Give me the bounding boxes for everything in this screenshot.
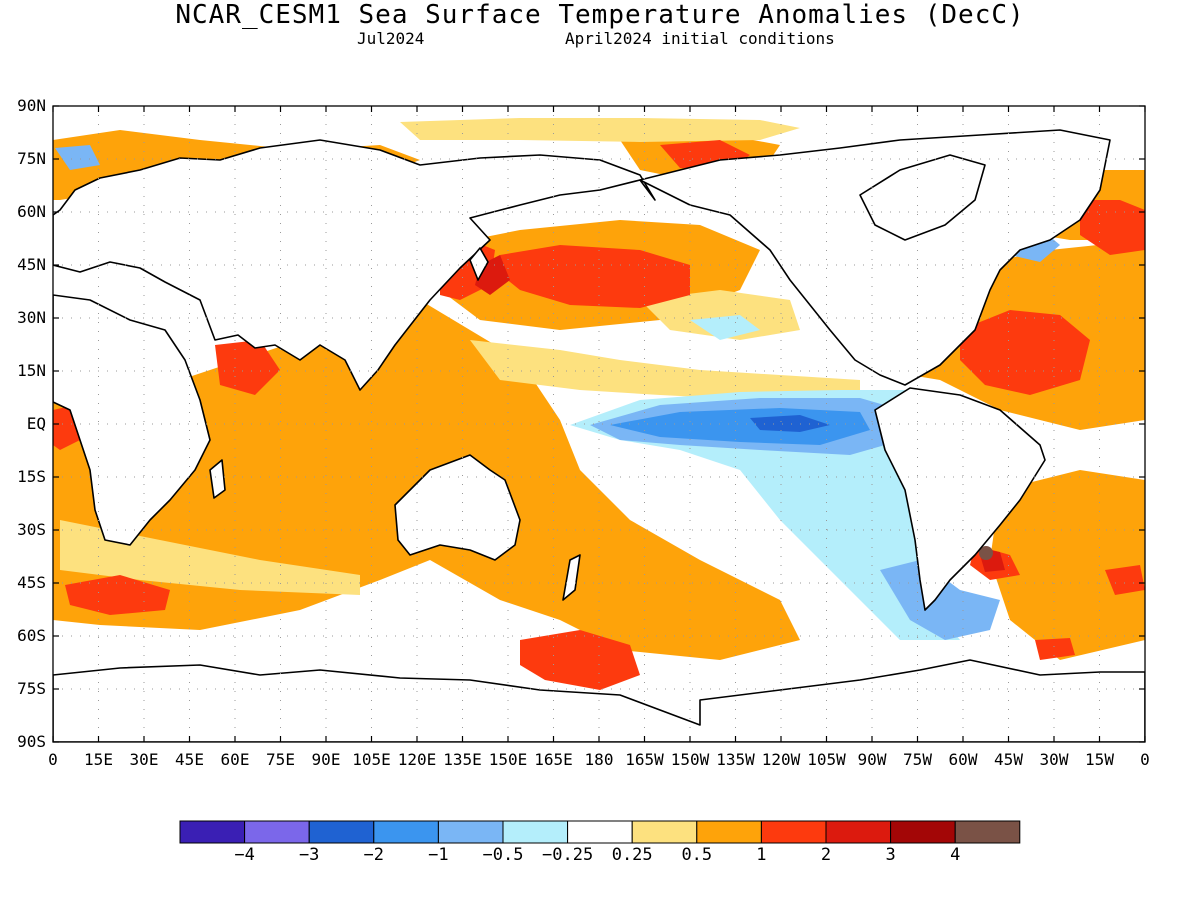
latitude-label: 45S	[17, 573, 46, 592]
longitude-label: 15W	[1085, 750, 1114, 769]
weak-warm-anomaly-region	[470, 340, 860, 400]
colorbar-label: 4	[950, 845, 961, 865]
longitude-label: 30W	[1039, 750, 1069, 769]
colorbar-label: −4	[234, 845, 255, 865]
longitude-label: 75W	[903, 750, 932, 769]
initial-conditions: April2024 initial conditions	[565, 29, 835, 48]
colorbar-swatch	[179, 820, 246, 844]
longitude-label: 180	[584, 750, 614, 769]
colorbar-label: −0.25	[542, 845, 594, 865]
extreme-warm-anomaly-spot	[979, 546, 993, 560]
longitude-label: 105E	[352, 750, 391, 769]
colorbar-swatch	[502, 820, 569, 844]
longitude-label: 120E	[397, 750, 437, 769]
strong-warm-anomaly-region	[520, 630, 640, 690]
longitude-label: 30E	[129, 750, 159, 769]
continents	[53, 129, 1145, 742]
longitude-label: 90W	[857, 750, 887, 769]
forecast-month: Jul2024	[357, 29, 425, 48]
longitude-label: 135W	[716, 750, 755, 769]
colorbar-swatch	[567, 820, 633, 844]
new-zealand-landmass	[562, 554, 581, 601]
longitude-label: 15E	[84, 750, 113, 769]
colorbar-label: −0.5	[482, 845, 524, 865]
colorbar-label: 1	[756, 845, 767, 865]
colorbar-swatch	[631, 820, 698, 844]
latitude-label: 45N	[17, 255, 46, 274]
latitude-label: EQ	[26, 414, 46, 433]
colorbar-swatch	[437, 820, 504, 844]
axis-ticks	[52, 105, 1146, 743]
colorbar-label: 0.5	[681, 845, 713, 865]
weak-warm-anomaly-region	[400, 118, 800, 142]
africa-landmass	[53, 294, 211, 546]
south-america-landmass	[874, 387, 1046, 611]
strong-warm-anomaly-region	[215, 340, 280, 395]
latitude-label: 30N	[17, 308, 46, 327]
longitude-label: 150E	[488, 750, 528, 769]
north-america-landmass	[639, 129, 1111, 386]
colorbar-swatch	[760, 820, 827, 844]
longitude-label: 165E	[534, 750, 573, 769]
longitude-label: 150W	[670, 750, 710, 769]
latitude-label: 15N	[17, 361, 46, 380]
latitude-label: 75N	[17, 149, 46, 168]
latitude-label: 90S	[17, 732, 46, 751]
colorbar-label: 3	[885, 845, 896, 865]
longitude-label: 0	[48, 750, 58, 769]
latitude-label: 30S	[17, 520, 46, 539]
latitude-label: 60S	[17, 626, 46, 645]
longitude-label: 90E	[311, 750, 341, 769]
longitude-label: 120W	[761, 750, 801, 769]
colorbar-label: −1	[428, 845, 449, 865]
colorbar	[179, 820, 1021, 844]
strong-warm-anomaly-region	[1035, 638, 1075, 660]
map-title: NCAR_CESM1 Sea Surface Temperature Anoma…	[175, 0, 1025, 30]
longitude-label: 165W	[625, 750, 664, 769]
cool-anomaly-region	[55, 145, 100, 170]
longitude-label: 60E	[220, 750, 250, 769]
weak-cool-anomaly-region	[690, 315, 760, 340]
strong-warm-anomaly-region	[495, 245, 690, 308]
strong-warm-anomaly-region	[1105, 565, 1145, 595]
madagascar-landmass	[209, 459, 226, 499]
colorbar-swatch	[373, 820, 439, 844]
colorbar-label: −2	[363, 845, 385, 865]
japan-landmass	[469, 247, 489, 281]
strong-warm-anomaly-region	[1080, 200, 1145, 255]
longitude-label: 0	[1140, 750, 1150, 769]
cool-anomaly-region	[880, 560, 1000, 640]
latitude-label: 15S	[17, 467, 46, 486]
colorbar-label: −3	[298, 845, 320, 865]
colorbar-swatch	[308, 820, 375, 844]
latitude-label: 75S	[17, 679, 46, 698]
longitude-label: 75E	[266, 750, 295, 769]
colorbar-label: 0.25	[611, 845, 653, 865]
colorbar-swatch	[890, 820, 956, 844]
colorbar-label: 2	[820, 845, 832, 865]
latitude-label: 90N	[17, 96, 46, 115]
strong-warm-anomaly-region	[960, 310, 1090, 395]
australia-landmass	[394, 454, 521, 561]
strong-warm-anomaly-region	[65, 575, 170, 615]
latitude-label: 60N	[17, 202, 46, 221]
longitude-label: 45E	[175, 750, 204, 769]
very-cool-anomaly-region	[750, 415, 830, 432]
colorbar-swatch	[954, 820, 1021, 844]
longitude-label: 60W	[948, 750, 978, 769]
warm-anomaly-region	[990, 470, 1145, 660]
weak-warm-anomaly-region	[640, 290, 800, 340]
colorbar-swatch	[244, 820, 310, 844]
longitude-label: 45W	[994, 750, 1023, 769]
greenland-landmass	[859, 154, 986, 241]
colorbar-swatch	[825, 820, 892, 844]
longitude-label: 135E	[443, 750, 482, 769]
colorbar-swatch	[696, 820, 762, 844]
weak-cool-anomaly-region	[570, 390, 960, 640]
graticule	[53, 106, 1145, 742]
longitude-label: 105W	[807, 750, 846, 769]
